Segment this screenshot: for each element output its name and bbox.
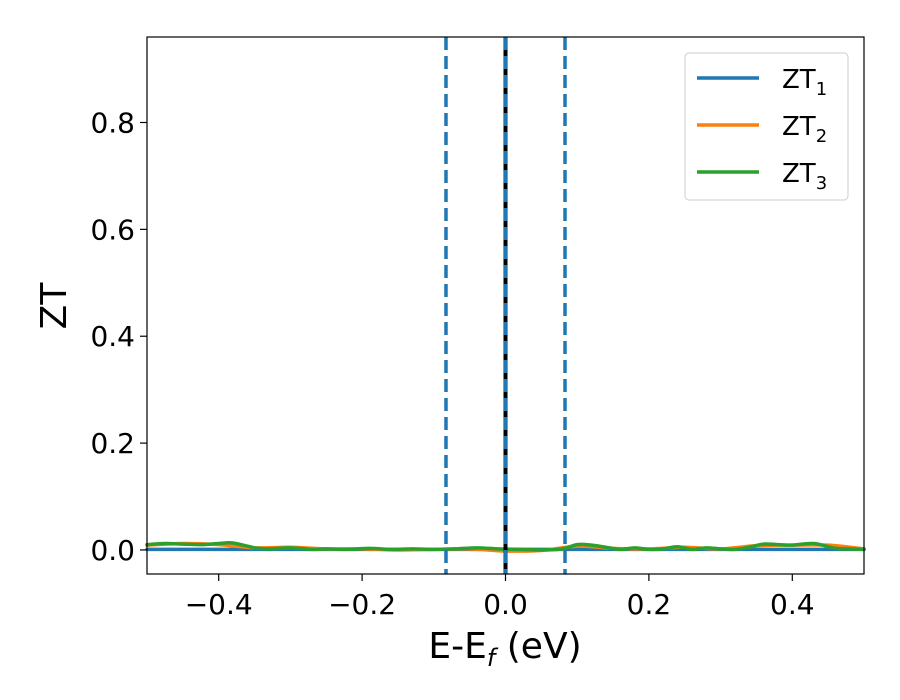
x-tick-label: 0.4 [770, 588, 815, 621]
y-tick-label: 0.2 [90, 427, 135, 460]
legend-label-zt3-base: ZT [782, 159, 816, 189]
legend: ZT1 ZT2 ZT3 [684, 52, 849, 201]
x-axis-title-rest: (eV) [495, 626, 581, 667]
legend-label-zt2-sub: 2 [816, 126, 827, 147]
x-axis-title: E-Ef (eV) [428, 626, 581, 672]
y-tick-label: 0.6 [90, 213, 135, 246]
x-tick-label: −0.2 [328, 588, 396, 621]
legend-label-zt3: ZT3 [782, 159, 827, 194]
legend-label-zt2: ZT2 [782, 112, 827, 147]
legend-label-zt1: ZT1 [782, 65, 827, 100]
legend-label-zt3-sub: 3 [816, 173, 827, 194]
y-tick-label: 0.8 [90, 106, 135, 139]
y-ticks: 0.0 0.2 0.4 0.6 0.8 [90, 106, 147, 567]
vertical-lines [444, 37, 567, 574]
y-tick-label: 0.0 [90, 534, 135, 567]
x-tick-label: 0.0 [483, 588, 528, 621]
legend-label-zt1-base: ZT [782, 65, 816, 95]
legend-label-zt1-sub: 1 [816, 79, 827, 100]
series-line-3 [145, 541, 866, 552]
x-tick-label: −0.4 [185, 588, 253, 621]
x-ticks: −0.4 −0.2 0.0 0.2 0.4 [185, 574, 815, 621]
y-axis-title: ZT [34, 282, 75, 330]
legend-box [684, 52, 849, 201]
legend-label-zt2-base: ZT [782, 112, 816, 142]
y-tick-label: 0.4 [90, 320, 135, 353]
x-tick-label: 0.2 [627, 588, 672, 621]
x-axis-title-base: E-E [428, 626, 486, 667]
